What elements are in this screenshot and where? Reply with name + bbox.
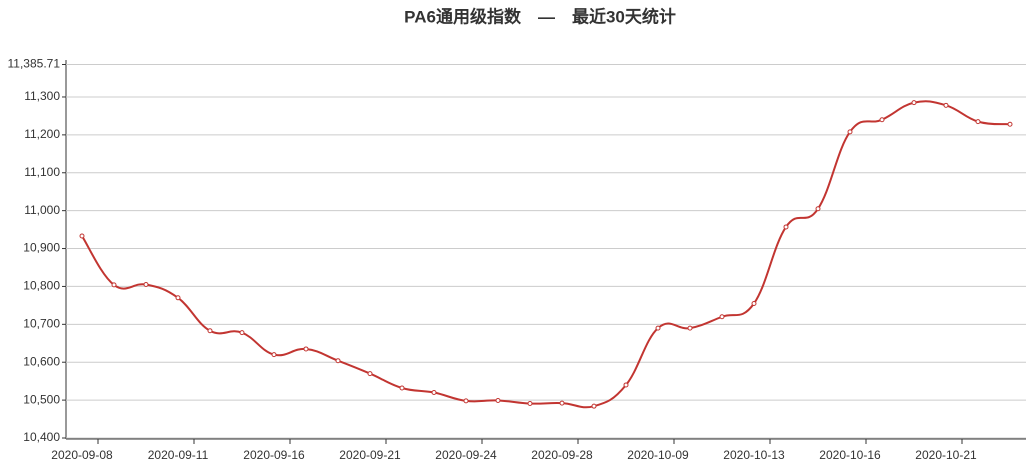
x-tick-label: 2020-09-28 [531,448,593,462]
data-point [975,119,981,125]
y-tick-label: 11,385.71 [8,57,61,71]
data-point [655,325,661,331]
y-tick-label: 10,400 [23,430,60,444]
data-point [495,397,501,403]
data-point [79,233,85,239]
y-tick-label: 10,800 [23,279,60,293]
x-tick-label: 2020-09-16 [243,448,305,462]
data-point [815,206,821,212]
x-tick-label: 2020-09-11 [148,448,209,462]
data-point [687,325,693,331]
y-tick-label: 10,500 [23,392,60,406]
chart-title: PA6通用级指数 — 最近30天统计 [404,6,676,26]
x-tick-label: 2020-09-24 [435,448,497,462]
data-point [783,224,789,230]
data-point [303,346,309,352]
x-tick-label: 2020-09-21 [339,448,401,462]
data-point [559,400,565,406]
y-tick-label: 11,000 [24,203,60,217]
data-point [367,371,373,377]
data-point [143,282,149,288]
data-point [207,328,213,334]
data-point [751,300,757,306]
series-line [81,100,1011,409]
x-tick-label: 2020-10-09 [627,448,689,462]
data-point [911,100,917,106]
x-tick-label: 2020-10-21 [915,448,977,462]
data-point [527,401,533,407]
data-point [1007,121,1013,127]
y-tick-label: 10,600 [23,354,60,368]
x-tick-label: 2020-10-16 [819,448,881,462]
x-tick-label: 2020-10-13 [723,448,785,462]
y-tick-label: 10,700 [23,316,60,330]
x-tick-label: 2020-09-08 [51,448,113,462]
data-point [847,129,853,135]
data-point [591,403,597,409]
data-point [175,295,181,301]
data-point [431,390,437,396]
data-point [399,385,405,391]
data-point [335,358,341,364]
data-point [943,102,949,108]
data-point [271,352,277,358]
data-point [719,314,725,320]
data-point [879,117,885,123]
y-tick-label: 11,100 [24,165,60,179]
y-tick-label: 10,900 [23,241,60,255]
data-point [623,382,629,388]
y-tick-label: 11,300 [24,89,60,103]
data-point [111,282,117,288]
y-tick-label: 11,200 [24,127,60,141]
data-point [239,330,245,336]
data-point [463,398,469,404]
